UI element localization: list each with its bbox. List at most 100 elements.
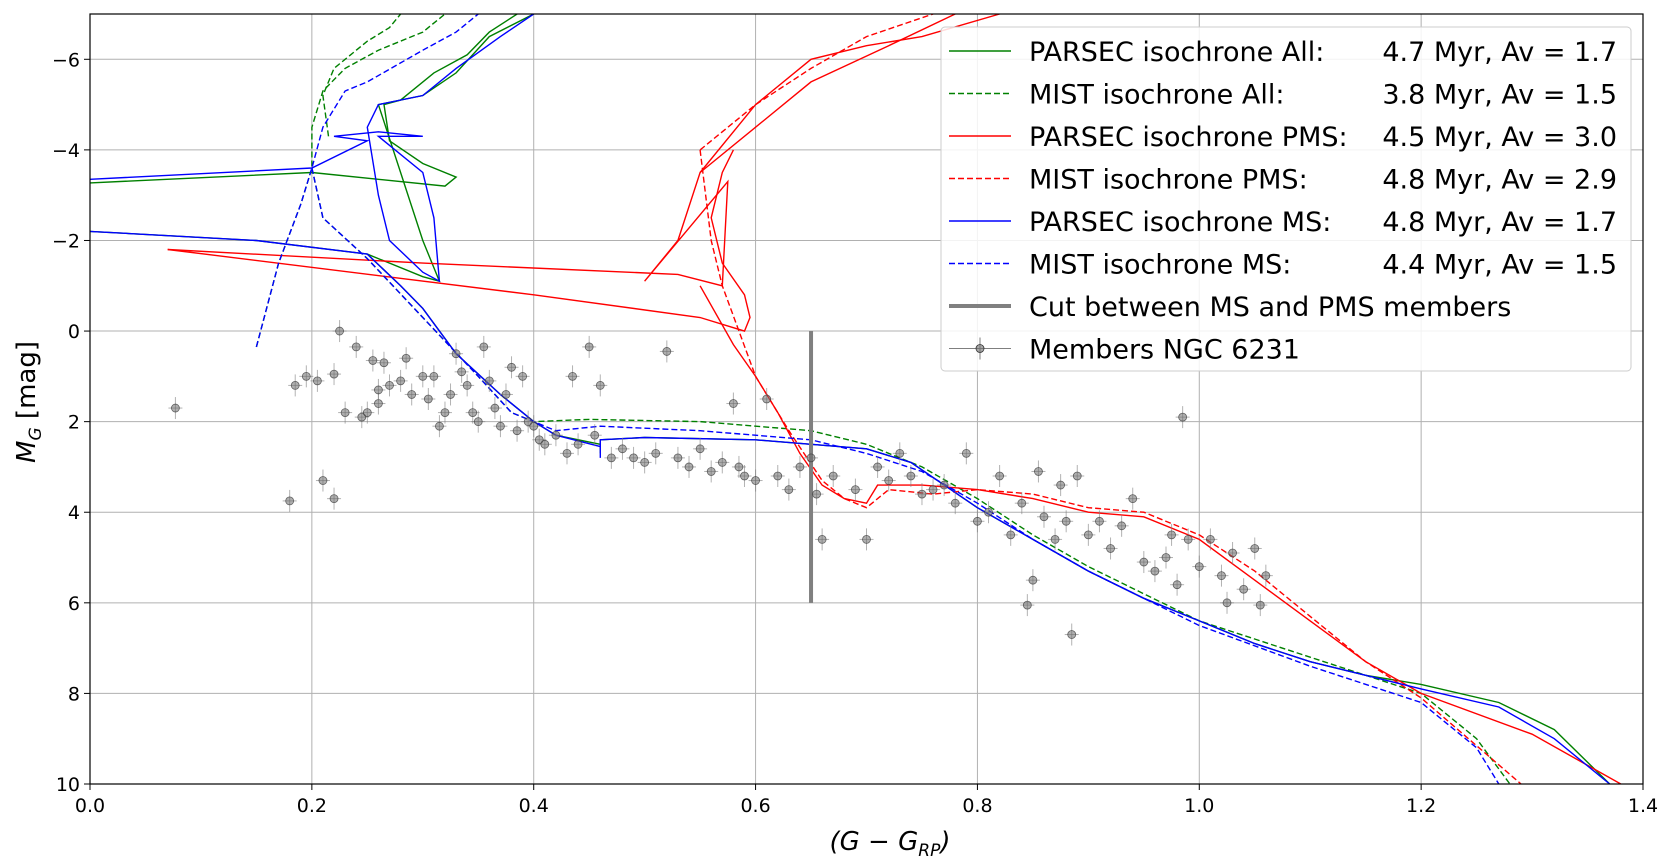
member-point [948, 492, 963, 515]
member-point [1136, 551, 1151, 574]
legend-entry-4: PARSEC isochrone MS: 4.8 Myr, Av = 1.7 [949, 207, 1617, 238]
legend-entry-5: MIST isochrone MS: 4.4 Myr, Av = 1.5 [949, 250, 1617, 281]
legend-entry-7: Members NGC 6231 [949, 335, 1300, 366]
member-point [404, 383, 419, 406]
y-tick-label: 4 [68, 502, 80, 524]
member-point [1059, 510, 1074, 533]
x-tick-label: 0.2 [297, 795, 327, 817]
y-tick-label: 0 [68, 321, 80, 343]
members-scatter [168, 320, 1273, 646]
legend: PARSEC isochrone All: 4.7 Myr, Av = 1.7 MI… [940, 26, 1632, 372]
legend-label: Members NGC 6231 [1029, 335, 1300, 366]
member-point [1114, 514, 1129, 537]
member-point [848, 478, 863, 501]
member-point [859, 528, 874, 551]
member-point [548, 424, 563, 447]
member-point [282, 489, 297, 512]
member-point [781, 478, 796, 501]
member-point [1125, 487, 1140, 510]
y-tick-label: −4 [52, 140, 80, 162]
member-point [704, 460, 719, 483]
member-point [1192, 555, 1207, 578]
y-tick-label: −6 [52, 49, 80, 71]
legend-box [940, 26, 1632, 372]
member-point [487, 397, 502, 420]
series-line-14 [255, 14, 479, 348]
series-line-10 [699, 14, 934, 151]
member-point [648, 442, 663, 465]
member-point [981, 501, 996, 524]
member-point [443, 383, 458, 406]
member-point [626, 446, 641, 469]
member-point [449, 342, 464, 365]
x-tick-label: 1.2 [1406, 795, 1436, 817]
member-point [670, 446, 685, 469]
member-point [482, 369, 497, 392]
series-line-13 [90, 230, 1611, 784]
member-point [1092, 510, 1107, 533]
legend-entry-6: Cut between MS and PMS members [949, 292, 1511, 323]
member-point [510, 419, 525, 442]
legend-info: 4.8 Myr, Av = 1.7 [1382, 207, 1617, 238]
member-point [809, 483, 824, 506]
member-point [349, 335, 364, 358]
member-point [937, 474, 952, 497]
member-point [1014, 492, 1029, 515]
axis-ticks: 0.0 0.2 0.4 0.6 0.8 1.0 1.2 1.4 −6 −4 −2 0 2 4 6 8 10 [52, 49, 1658, 817]
member-point [1070, 465, 1085, 487]
legend-info: 4.7 Myr, Av = 1.7 [1382, 37, 1617, 68]
series-line-15 [311, 167, 1500, 784]
x-tick-label: 0.8 [962, 795, 992, 817]
member-point [715, 451, 730, 474]
member-point [737, 465, 752, 487]
member-point [903, 465, 918, 487]
y-tick-label: 6 [68, 593, 80, 615]
x-axis-label: (G − GRP) [829, 827, 950, 861]
legend-info: 4.5 Myr, Av = 3.0 [1382, 122, 1617, 153]
y-tick-label: 10 [56, 774, 80, 796]
member-point [1170, 573, 1185, 596]
member-point [759, 388, 774, 410]
y-tick-label: −2 [52, 230, 80, 252]
member-point [659, 340, 674, 363]
member-point [1081, 523, 1096, 546]
plot-frame [89, 13, 1644, 785]
member-point [399, 347, 414, 370]
member-point [376, 351, 391, 374]
member-point [726, 392, 741, 415]
member-point [559, 442, 574, 465]
legend-info: 3.8 Myr, Av = 1.5 [1382, 80, 1617, 111]
member-point [432, 415, 447, 438]
legend-entry-1: MIST isochrone All: 3.8 Myr, Av = 1.5 [949, 80, 1617, 111]
member-point [382, 374, 397, 397]
member-point [565, 365, 580, 388]
member-point [1003, 523, 1018, 546]
member-point [1064, 623, 1079, 646]
member-point [421, 388, 436, 410]
member-point [532, 428, 547, 451]
legend-label: Cut between MS and PMS members [1029, 292, 1511, 323]
member-point [327, 363, 342, 386]
member-point [804, 446, 819, 469]
member-point [454, 360, 469, 383]
member-point [970, 510, 985, 533]
member-point [914, 483, 929, 506]
member-point [460, 374, 475, 397]
y-tick-label: 2 [68, 412, 80, 434]
legend-info: 4.8 Myr, Av = 2.9 [1382, 165, 1617, 196]
member-point [168, 397, 183, 420]
legend-label: PARSEC isochrone All: [1029, 37, 1324, 68]
member-point [926, 478, 941, 501]
member-point [1236, 578, 1251, 601]
legend-label: PARSEC isochrone MS: [1029, 207, 1331, 238]
member-point [637, 451, 652, 474]
member-point [315, 469, 330, 492]
member-point [537, 433, 552, 456]
member-point [1181, 528, 1196, 551]
member-point [1214, 564, 1229, 587]
series-line-8 [167, 149, 751, 332]
member-point [682, 455, 697, 478]
member-point [870, 455, 885, 478]
member-point [1220, 591, 1235, 614]
member-point [332, 320, 347, 343]
